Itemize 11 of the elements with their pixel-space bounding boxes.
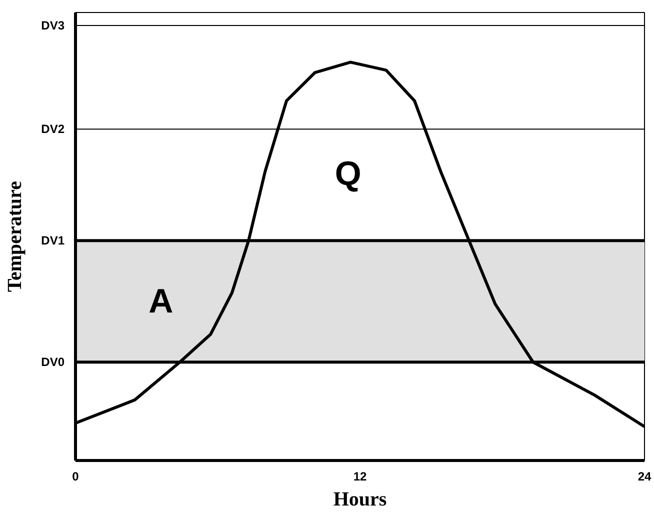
x-axis-title: Hours	[333, 488, 387, 510]
ref-line-label: DV1	[41, 234, 65, 248]
ref-line-label: DV3	[41, 18, 65, 33]
ref-line-label: DV2	[41, 122, 65, 136]
ref-line-label: DV0	[41, 355, 65, 370]
x-tick-label: 0	[72, 470, 80, 484]
x-tick-label: 12	[353, 470, 367, 484]
annotation: Q	[334, 154, 362, 193]
x-tick-label: 24	[638, 470, 652, 484]
band-label: A	[148, 282, 174, 320]
y-axis-title: Temperature	[4, 180, 26, 292]
